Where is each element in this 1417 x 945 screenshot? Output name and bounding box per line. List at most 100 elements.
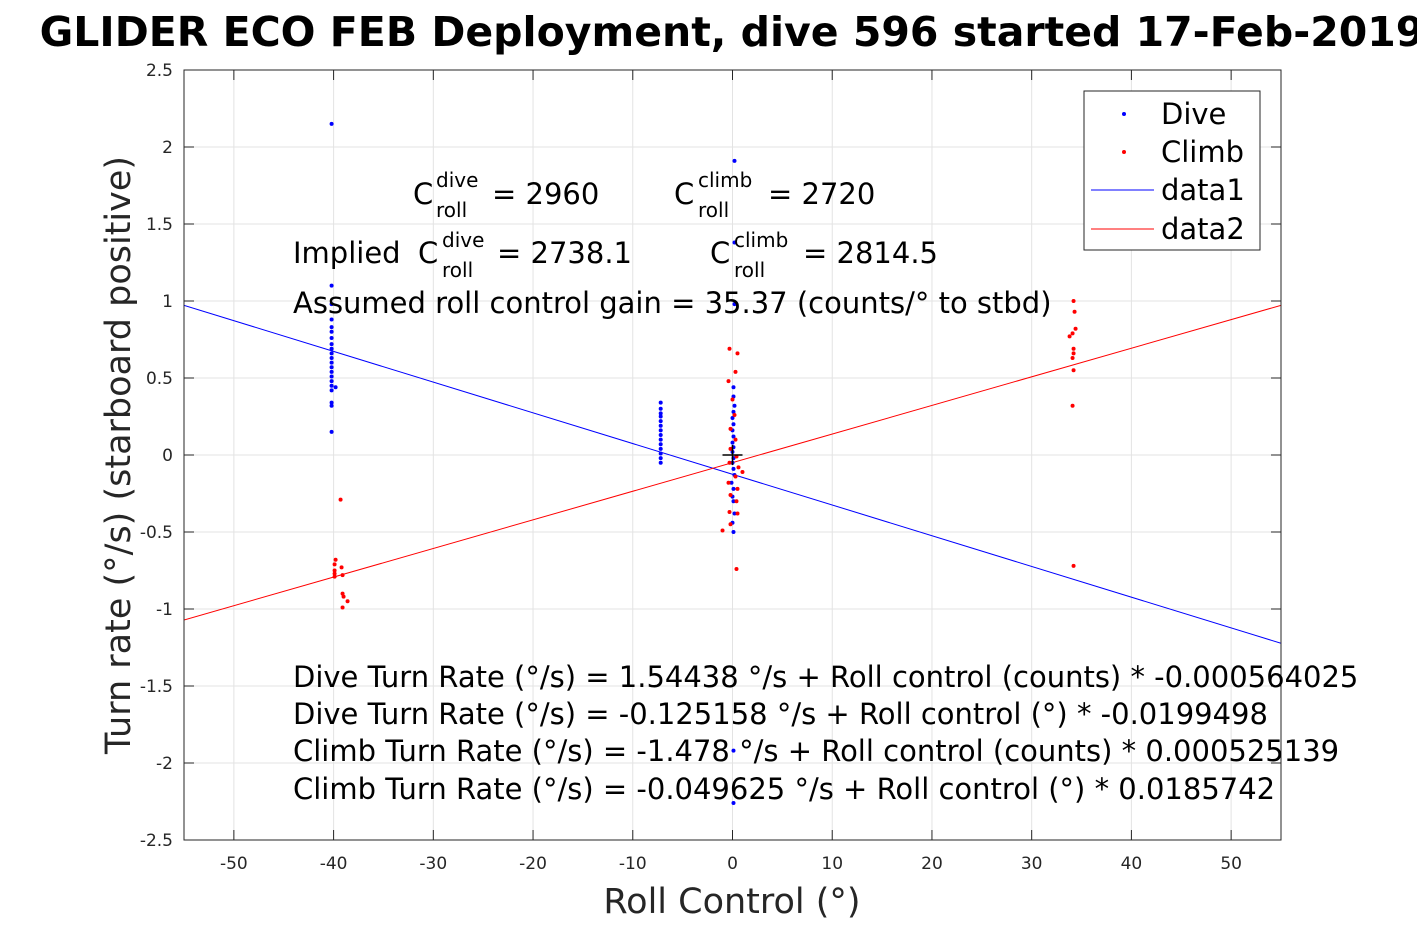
implied-prefix: Implied bbox=[293, 236, 401, 270]
gain-annotation: Assumed roll control gain = 35.37 (count… bbox=[293, 286, 1052, 320]
x-tick-label: -50 bbox=[220, 854, 248, 874]
legend-box bbox=[1083, 90, 1261, 251]
legend-data1-label: data1 bbox=[1161, 173, 1245, 207]
climb-point bbox=[735, 511, 740, 516]
climb-point bbox=[1071, 563, 1076, 568]
y-tick-label: 0.5 bbox=[146, 369, 173, 389]
y-tick-label: 0 bbox=[162, 446, 173, 466]
c-roll-dive-base: C bbox=[413, 177, 433, 211]
climb-point bbox=[339, 565, 344, 570]
dive-point bbox=[731, 394, 736, 399]
dive-point bbox=[329, 388, 334, 393]
climb-point bbox=[340, 605, 345, 610]
climb-point bbox=[1072, 309, 1077, 314]
legend-data2-label: data2 bbox=[1161, 212, 1245, 246]
dive-point bbox=[730, 440, 735, 445]
x-tick-label: -20 bbox=[519, 854, 547, 874]
climb-point bbox=[736, 465, 741, 470]
dive-point bbox=[329, 360, 334, 365]
dive-point bbox=[658, 432, 663, 437]
climb-point bbox=[1070, 355, 1075, 360]
implied-dive-value: = 2738.1 bbox=[497, 236, 632, 270]
dive-point bbox=[329, 342, 334, 347]
legend-climb-marker bbox=[1122, 150, 1126, 154]
dive-point bbox=[658, 406, 663, 411]
dive-point bbox=[329, 329, 334, 334]
implied-dive-sup: dive bbox=[442, 228, 484, 252]
climb-point bbox=[734, 499, 739, 504]
x-tick-label: -30 bbox=[419, 854, 447, 874]
dive-point bbox=[729, 480, 734, 485]
x-tick-label: 30 bbox=[1021, 854, 1043, 874]
climb-point bbox=[1071, 299, 1076, 303]
climb-point bbox=[720, 528, 725, 533]
dive-point bbox=[658, 442, 663, 447]
dive-point bbox=[329, 317, 334, 322]
y-tick-label: 2 bbox=[162, 138, 173, 158]
c-roll-dive-sup: dive bbox=[436, 168, 478, 192]
dive-point bbox=[329, 302, 334, 307]
climb-point bbox=[733, 369, 738, 374]
implied-climb-value: = 2814.5 bbox=[803, 236, 938, 270]
implied-climb-sup: climb bbox=[734, 228, 788, 252]
equation-dive-counts: Dive Turn Rate (°/s) = 1.54438 °/s + Rol… bbox=[293, 660, 1358, 694]
y-tick-label: -2 bbox=[156, 754, 173, 774]
climb-point bbox=[733, 474, 738, 479]
climb-point bbox=[740, 469, 745, 474]
dive-point bbox=[658, 414, 663, 419]
x-tick-label: 10 bbox=[821, 854, 843, 874]
y-tick-label: 1.5 bbox=[146, 215, 173, 235]
x-tick-label: 20 bbox=[921, 854, 943, 874]
climb-point bbox=[735, 486, 740, 491]
c-roll-climb-sup: climb bbox=[698, 168, 752, 192]
climb-point bbox=[727, 509, 732, 514]
climb-point bbox=[1070, 403, 1075, 408]
climb-point bbox=[340, 591, 345, 596]
y-tick-label: -2.5 bbox=[140, 831, 173, 851]
dive-point bbox=[731, 422, 736, 427]
equation-climb-degrees: Climb Turn Rate (°/s) = -0.049625 °/s + … bbox=[293, 772, 1275, 806]
dive-point bbox=[658, 419, 663, 424]
climb-point bbox=[1071, 346, 1076, 351]
climb-point bbox=[726, 379, 731, 384]
dive-point bbox=[731, 748, 736, 753]
climb-point bbox=[345, 599, 350, 604]
dive-point bbox=[731, 466, 736, 471]
x-tick-label: -10 bbox=[619, 854, 647, 874]
climb-point bbox=[728, 446, 733, 451]
climb-point bbox=[728, 522, 733, 527]
dive-point bbox=[329, 403, 334, 408]
dive-point bbox=[658, 411, 663, 416]
legend-dive-marker bbox=[1122, 112, 1126, 116]
fit-equations: Dive Turn Rate (°/s) = 1.54438 °/s + Rol… bbox=[293, 660, 1358, 806]
legend-dive-label: Dive bbox=[1161, 97, 1226, 131]
dive-point bbox=[658, 423, 663, 428]
implied-dive-sub: roll bbox=[442, 258, 473, 282]
chart-title: GLIDER ECO FEB Deployment, dive 596 star… bbox=[40, 8, 1417, 56]
dive-point bbox=[329, 365, 334, 370]
climb-point bbox=[728, 493, 733, 498]
implied-climb-sub: roll bbox=[734, 258, 765, 282]
dive-point bbox=[329, 374, 334, 379]
y-tick-label: 1 bbox=[162, 292, 173, 312]
legend-climb-label: Climb bbox=[1161, 135, 1244, 169]
dive-point bbox=[731, 530, 736, 534]
implied-climb-base: C bbox=[710, 236, 730, 270]
climb-point bbox=[730, 397, 735, 402]
climb-point bbox=[340, 573, 345, 578]
climb-point bbox=[332, 568, 337, 573]
dive-point bbox=[329, 383, 334, 388]
dive-point bbox=[329, 355, 334, 360]
climb-point bbox=[338, 497, 343, 502]
climb-point bbox=[332, 571, 337, 576]
dive-point bbox=[329, 346, 334, 351]
dive-point bbox=[658, 428, 663, 433]
dive-point bbox=[731, 801, 736, 806]
y-axis-label: Turn rate (°/s) (starboard positive) bbox=[99, 156, 139, 755]
x-tick-label: -40 bbox=[320, 854, 348, 874]
dive-point bbox=[329, 325, 334, 330]
dive-point bbox=[333, 385, 338, 390]
dive-point bbox=[658, 451, 663, 456]
climb-point bbox=[1071, 368, 1076, 373]
